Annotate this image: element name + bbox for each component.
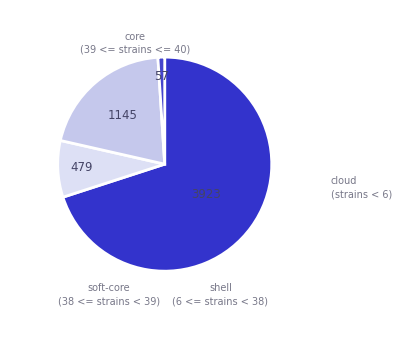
Text: 57: 57 (154, 70, 169, 83)
Wedge shape (63, 57, 272, 271)
Wedge shape (60, 57, 165, 164)
Text: 479: 479 (70, 161, 92, 175)
Text: shell
(6 <= strains < 38): shell (6 <= strains < 38) (172, 283, 268, 306)
Wedge shape (58, 140, 165, 197)
Text: 1145: 1145 (108, 109, 138, 122)
Text: core
(39 <= strains <= 40): core (39 <= strains <= 40) (80, 32, 190, 55)
Text: cloud
(strains < 6): cloud (strains < 6) (331, 176, 392, 199)
Text: soft-core
(38 <= strains < 39): soft-core (38 <= strains < 39) (58, 283, 160, 306)
Text: 3923: 3923 (191, 188, 221, 201)
Wedge shape (158, 57, 165, 164)
